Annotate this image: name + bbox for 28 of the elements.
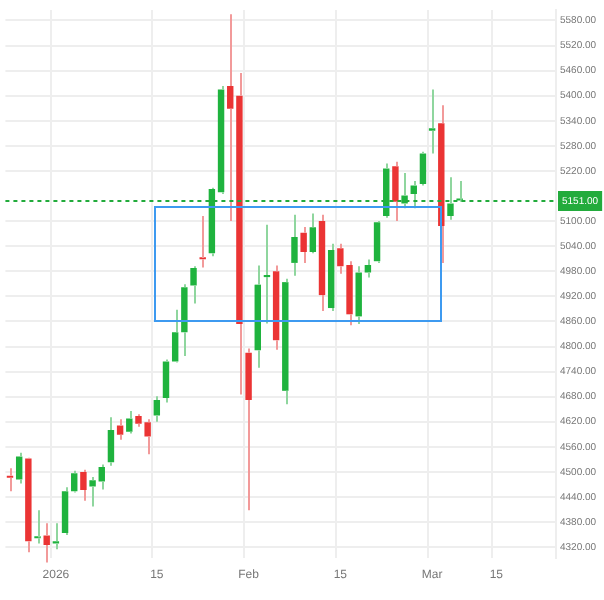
candlestick bbox=[282, 277, 289, 406]
candlestick bbox=[263, 223, 271, 325]
candlestick bbox=[43, 522, 50, 564]
candlestick bbox=[300, 225, 307, 264]
candlestick bbox=[199, 215, 206, 269]
candlestick bbox=[15, 451, 23, 485]
candlestick bbox=[80, 468, 87, 502]
candlestick bbox=[318, 213, 326, 312]
candlestick bbox=[190, 265, 197, 305]
candlestick bbox=[355, 265, 362, 325]
candlestick bbox=[327, 242, 335, 312]
candlestick bbox=[254, 264, 261, 369]
candlestick bbox=[373, 222, 381, 264]
candlestick bbox=[25, 458, 32, 554]
candlestick bbox=[309, 212, 317, 253]
candlestick bbox=[392, 160, 399, 223]
candlestick bbox=[6, 467, 14, 493]
candlestick bbox=[428, 88, 436, 155]
candlestick bbox=[52, 522, 60, 551]
candlestick bbox=[162, 358, 170, 404]
candlestick bbox=[364, 258, 372, 279]
candlestick bbox=[291, 213, 298, 277]
candlestick bbox=[116, 418, 124, 441]
candlestick bbox=[272, 264, 280, 351]
candlestick bbox=[107, 416, 115, 467]
candlestick bbox=[438, 104, 445, 264]
candlestick bbox=[181, 283, 188, 358]
candlestick bbox=[153, 395, 161, 423]
